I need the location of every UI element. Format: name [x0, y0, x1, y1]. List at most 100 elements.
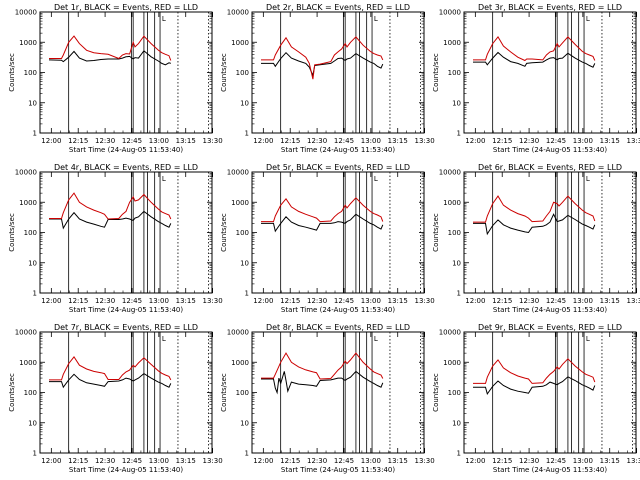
x-tick-label: 13:15: [176, 137, 196, 145]
y-tick-label: 1: [245, 290, 249, 298]
x-axis-label: Start Time (24-Aug-05 11:53:40): [69, 306, 183, 314]
y-axis-label: Counts/sec: [220, 373, 228, 412]
x-axis-label: Start Time (24-Aug-05 11:53:40): [493, 306, 607, 314]
x-tick-label: 13:30: [202, 297, 222, 305]
y-tick-label: 10000: [15, 169, 37, 177]
x-axis-label: Start Time (24-Aug-05 11:53:40): [493, 466, 607, 474]
events-series-line: [261, 51, 384, 78]
y-tick-label: 1: [245, 450, 249, 458]
x-tick-label: 12:30: [307, 457, 327, 465]
y-axis-label: Counts/sec: [8, 373, 16, 412]
y-tick-label: 1: [457, 450, 461, 458]
x-tick-label: 12:45: [546, 457, 566, 465]
y-tick-label: 10: [28, 99, 37, 107]
x-tick-label: 13:00: [149, 457, 169, 465]
interval-marker-label: L: [162, 175, 166, 183]
panel-title: Det 9r, BLACK = Events, RED = LLD: [478, 323, 622, 332]
y-tick-label: 1000: [231, 359, 249, 367]
x-axis-label: Start Time (24-Aug-05 11:53:40): [281, 146, 395, 154]
x-tick-label: 13:00: [573, 137, 593, 145]
lld-series-line: [49, 356, 172, 381]
x-tick-label: 13:15: [600, 137, 620, 145]
events-series-line: [49, 210, 172, 230]
panel-5: Det 5r, BLACK = Events, RED = LLD 1 10 100 1…: [220, 163, 435, 314]
plot-frame: [39, 11, 213, 134]
y-axis-label: Counts/sec: [432, 53, 440, 92]
x-axis-label: Start Time (24-Aug-05 11:53:40): [69, 146, 183, 154]
panel-title: Det 8r, BLACK = Events, RED = LLD: [266, 323, 410, 332]
interval-marker-label: L: [586, 15, 590, 23]
x-axis-label: Start Time (24-Aug-05 11:53:40): [69, 466, 183, 474]
x-tick-label: 12:00: [253, 457, 273, 465]
x-tick-label: 12:15: [492, 137, 512, 145]
y-tick-label: 1: [33, 450, 37, 458]
x-tick-label: 12:30: [307, 297, 327, 305]
y-tick-label: 10000: [15, 329, 37, 337]
x-tick-label: 13:00: [361, 297, 381, 305]
panel-1: Det 1r, BLACK = Events, RED = LLD 1 10 100 1…: [8, 3, 223, 154]
x-tick-label: 12:30: [95, 297, 115, 305]
x-tick-label: 13:15: [388, 457, 408, 465]
interval-marker-label: L: [374, 15, 378, 23]
y-tick-label: 10000: [15, 9, 37, 17]
lld-series-line: [49, 192, 172, 220]
y-tick-label: 1000: [443, 199, 461, 207]
x-tick-label: 12:15: [68, 457, 88, 465]
plot-frame: [251, 11, 425, 134]
y-tick-label: 1000: [443, 359, 461, 367]
panel-3: Det 3r, BLACK = Events, RED = LLD 1 10 100 1…: [432, 3, 640, 154]
x-tick-label: 12:15: [280, 457, 300, 465]
x-tick-label: 13:30: [202, 457, 222, 465]
panel-title: Det 7r, BLACK = Events, RED = LLD: [54, 323, 198, 332]
y-tick-label: 10: [452, 99, 461, 107]
x-tick-label: 12:30: [519, 297, 539, 305]
x-tick-label: 12:15: [280, 137, 300, 145]
y-tick-label: 1000: [19, 359, 37, 367]
y-tick-label: 100: [24, 389, 37, 397]
y-tick-label: 100: [448, 69, 461, 77]
y-tick-label: 100: [448, 389, 461, 397]
events-series-line: [473, 51, 596, 68]
y-tick-label: 1: [245, 130, 249, 138]
x-tick-label: 12:00: [465, 137, 485, 145]
x-tick-label: 13:15: [388, 137, 408, 145]
panel-7: Det 7r, BLACK = Events, RED = LLD 1 10 100 1…: [8, 323, 223, 474]
plot-frame: [251, 331, 425, 454]
x-tick-label: 12:30: [519, 457, 539, 465]
interval-marker-label: L: [586, 335, 590, 343]
x-tick-label: 12:45: [546, 137, 566, 145]
x-axis-label: Start Time (24-Aug-05 11:53:40): [493, 146, 607, 154]
plot-frame: [251, 171, 425, 294]
y-tick-label: 1: [457, 130, 461, 138]
events-series-line: [261, 213, 384, 233]
y-tick-label: 10: [240, 99, 249, 107]
y-tick-label: 10000: [227, 329, 249, 337]
lld-series-line: [261, 36, 384, 80]
lld-series-line: [473, 36, 596, 62]
y-tick-label: 10: [28, 419, 37, 427]
x-tick-label: 12:15: [492, 457, 512, 465]
y-tick-label: 1: [33, 290, 37, 298]
x-tick-label: 13:15: [176, 457, 196, 465]
lld-series-line: [473, 358, 596, 384]
interval-marker-label: L: [586, 175, 590, 183]
y-tick-label: 10: [452, 259, 461, 267]
events-series-line: [473, 376, 596, 396]
lld-series-line: [261, 197, 384, 223]
y-axis-label: Counts/sec: [220, 213, 228, 252]
y-tick-label: 1000: [19, 39, 37, 47]
x-tick-label: 12:45: [546, 297, 566, 305]
x-tick-label: 13:15: [176, 297, 196, 305]
interval-marker-label: L: [374, 175, 378, 183]
x-tick-label: 12:00: [41, 457, 61, 465]
y-tick-label: 10000: [439, 329, 461, 337]
y-tick-label: 1000: [443, 39, 461, 47]
x-tick-label: 13:30: [626, 297, 640, 305]
panel-title: Det 6r, BLACK = Events, RED = LLD: [478, 163, 622, 172]
x-tick-label: 12:15: [68, 297, 88, 305]
x-tick-label: 13:30: [626, 137, 640, 145]
x-tick-label: 13:15: [388, 297, 408, 305]
panel-9: Det 9r, BLACK = Events, RED = LLD 1 10 100 1…: [432, 323, 640, 474]
panel-title: Det 3r, BLACK = Events, RED = LLD: [478, 3, 622, 12]
